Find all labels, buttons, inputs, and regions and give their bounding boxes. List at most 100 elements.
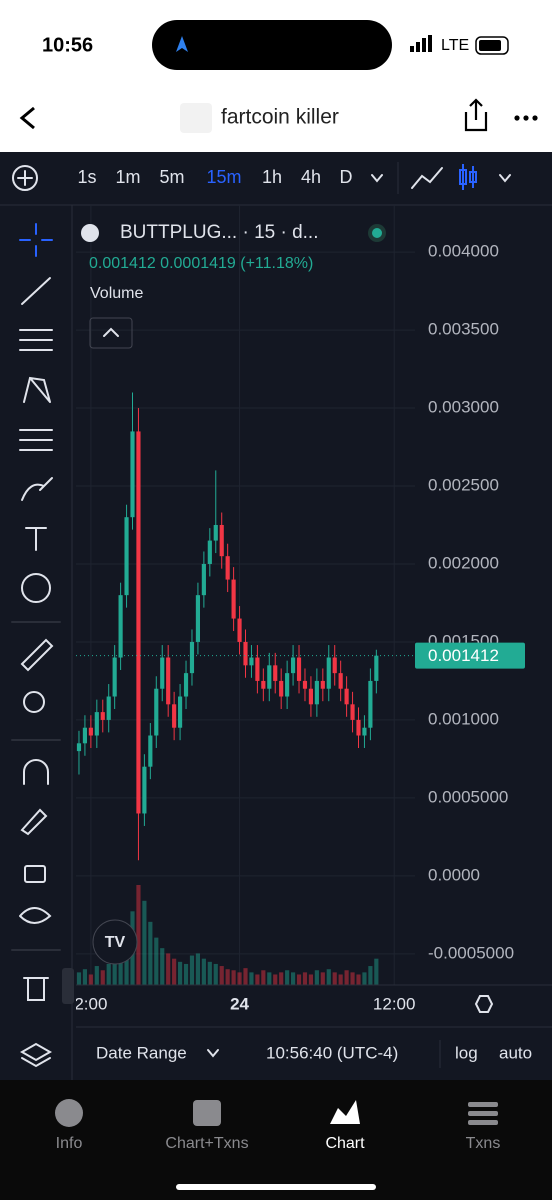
- volume-bar: [231, 970, 236, 985]
- tab-label[interactable]: Chart+Txns: [165, 1135, 248, 1152]
- interval-dropdown[interactable]: [371, 174, 383, 183]
- emoji-tool[interactable]: [21, 573, 51, 603]
- more-button[interactable]: [514, 115, 538, 121]
- share-button[interactable]: [464, 98, 488, 132]
- candle-body: [290, 657, 296, 674]
- volume-bar: [243, 968, 248, 985]
- trendline-tool[interactable]: [21, 277, 51, 305]
- candle-body: [237, 618, 242, 642]
- network: LTE: [441, 37, 469, 54]
- candle-body: [362, 727, 367, 736]
- volume-bar: [302, 972, 308, 985]
- tv-logo[interactable]: [92, 919, 138, 965]
- tab-bar: [0, 1080, 552, 1200]
- projection-tool[interactable]: [19, 429, 53, 451]
- lock-tool[interactable]: [24, 865, 46, 883]
- y-tick-label: 0.0005000: [428, 787, 508, 806]
- date-range-dropdown: [207, 1049, 219, 1058]
- last-price-label: 0.001412: [428, 646, 499, 665]
- settings-button[interactable]: [474, 995, 494, 1013]
- interval-button[interactable]: 1m: [115, 167, 140, 187]
- interval-button[interactable]: 1h: [262, 167, 282, 187]
- ruler-tool[interactable]: [20, 638, 54, 672]
- interval-button[interactable]: 15m: [206, 167, 241, 187]
- volume-bar: [261, 970, 266, 985]
- symbol-icon: [81, 224, 99, 242]
- candle-body: [332, 657, 337, 674]
- tab-icon-chart: [330, 1100, 360, 1124]
- tab-label[interactable]: Info: [56, 1135, 83, 1152]
- candle-body: [207, 540, 212, 564]
- volume-bar: [88, 974, 93, 985]
- candle-body: [166, 657, 171, 705]
- volume-bar: [82, 969, 88, 985]
- magnet-tool[interactable]: [23, 759, 49, 785]
- candle-body: [225, 556, 230, 580]
- brush-tool[interactable]: [21, 477, 53, 501]
- volume-bar: [356, 974, 361, 985]
- volume-bar: [273, 974, 278, 985]
- candle-body: [160, 657, 165, 689]
- volume-bar: [279, 972, 284, 985]
- tab-icon-chart-txns: [193, 1100, 221, 1126]
- volume-bar: [213, 963, 218, 985]
- back-button[interactable]: [19, 106, 35, 130]
- add-indicator[interactable]: [12, 165, 38, 191]
- crosshair-tool[interactable]: [19, 223, 53, 257]
- candle-body: [279, 680, 284, 697]
- volume-bar: [338, 974, 343, 985]
- candle-body: [314, 680, 319, 705]
- candle-body: [374, 655, 379, 681]
- candle-body: [213, 524, 218, 541]
- interval-button[interactable]: 5m: [159, 167, 184, 187]
- interval-button[interactable]: 4h: [301, 167, 321, 187]
- auto-toggle[interactable]: auto: [499, 1043, 532, 1062]
- date-range[interactable]: Date Range: [96, 1043, 187, 1062]
- volume-bar: [285, 970, 290, 985]
- delete-tool[interactable]: [23, 977, 49, 1001]
- tab-label[interactable]: Txns: [466, 1135, 501, 1152]
- zoom-tool[interactable]: [23, 691, 45, 713]
- volume-bar: [326, 969, 331, 985]
- volume-bar: [154, 937, 159, 985]
- log-toggle[interactable]: log: [455, 1043, 478, 1062]
- home-indicator: [176, 1184, 376, 1190]
- y-tick-label: 0.002000: [428, 553, 499, 572]
- x-tick-label: 2:00: [74, 994, 107, 1013]
- collapse-toolbar[interactable]: [62, 968, 74, 1004]
- layers-tool[interactable]: [19, 1042, 53, 1068]
- volume-bar: [374, 958, 379, 985]
- volume-bar: [314, 970, 319, 985]
- volume-bar: [237, 972, 242, 985]
- volume-bar: [219, 966, 224, 985]
- text-tool[interactable]: [25, 527, 47, 551]
- volume-bar: [136, 885, 141, 985]
- type-dropdown[interactable]: [499, 174, 511, 183]
- y-tick-label: -0.0005000: [428, 943, 514, 962]
- interval-button[interactable]: 1s: [77, 167, 96, 187]
- page-title: fartcoin killer: [221, 106, 339, 129]
- candle-body: [296, 657, 302, 681]
- candle-body: [231, 579, 236, 619]
- volume-bar: [362, 972, 367, 985]
- candle-body: [219, 524, 224, 557]
- volume-bar: [177, 961, 183, 985]
- candle-body: [130, 431, 135, 518]
- draw-lock-tool[interactable]: [20, 808, 48, 836]
- candle-body: [338, 673, 343, 689]
- candle-type[interactable]: [459, 164, 477, 190]
- pattern-tool[interactable]: [23, 376, 51, 403]
- volume-bar: [201, 958, 206, 985]
- line-type[interactable]: [411, 167, 443, 189]
- volume-bar: [296, 974, 302, 985]
- tab-label[interactable]: Chart: [325, 1135, 365, 1152]
- fib-tool[interactable]: [19, 329, 53, 351]
- tab-icon-info: [55, 1099, 83, 1127]
- interval-button[interactable]: D: [340, 167, 353, 187]
- y-tick-label: 0.004000: [428, 242, 499, 261]
- visibility-tool[interactable]: [19, 907, 52, 924]
- volume-bar: [118, 942, 123, 985]
- collapse-legend[interactable]: [89, 317, 133, 349]
